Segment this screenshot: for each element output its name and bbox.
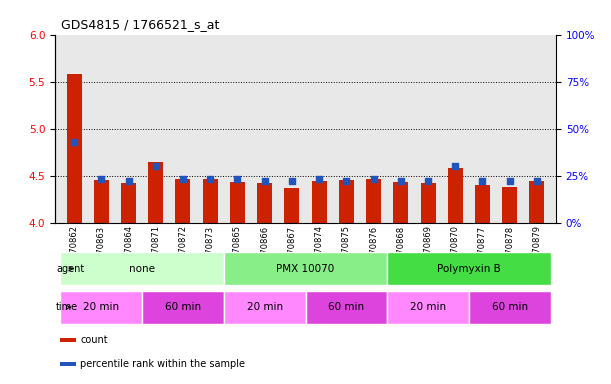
Bar (148, 162, 163, 223)
Bar (224, 252, 387, 285)
Point (178, 176, 188, 182)
Bar (60, 338, 76, 342)
Bar (60, 252, 224, 285)
Bar (121, 183, 136, 223)
Bar (530, 181, 544, 223)
Point (314, 176, 324, 182)
Bar (387, 252, 551, 285)
Bar (224, 291, 306, 324)
Bar (393, 182, 408, 223)
Bar (67, 74, 81, 223)
Text: none: none (129, 264, 155, 274)
Text: GDS4815 / 1766521_s_at: GDS4815 / 1766521_s_at (61, 18, 219, 31)
Text: PMX 10070: PMX 10070 (276, 264, 335, 274)
Text: 20 min: 20 min (83, 302, 119, 312)
Point (342, 178, 351, 184)
Bar (502, 187, 517, 223)
Text: time: time (56, 302, 78, 312)
Point (233, 176, 243, 182)
Text: 20 min: 20 min (247, 302, 283, 312)
Bar (175, 179, 191, 223)
Text: 60 min: 60 min (165, 302, 201, 312)
Bar (339, 180, 354, 223)
Bar (60, 291, 142, 324)
Text: count: count (80, 335, 108, 345)
Point (532, 178, 542, 184)
Bar (469, 291, 551, 324)
Bar (387, 291, 469, 324)
Point (423, 178, 433, 184)
Bar (448, 168, 463, 223)
Point (69, 139, 79, 145)
Text: agent: agent (56, 264, 84, 274)
Text: Polymyxin B: Polymyxin B (437, 264, 501, 274)
Bar (230, 182, 245, 223)
Point (396, 178, 406, 184)
Bar (60, 362, 76, 366)
Text: percentile rank within the sample: percentile rank within the sample (80, 359, 245, 369)
Text: 20 min: 20 min (410, 302, 446, 312)
Bar (284, 188, 299, 223)
Point (505, 178, 514, 184)
Bar (203, 179, 218, 223)
Point (123, 178, 133, 184)
Bar (420, 183, 436, 223)
Bar (366, 179, 381, 223)
Point (478, 178, 488, 184)
Point (205, 176, 215, 182)
Text: 60 min: 60 min (492, 302, 528, 312)
Bar (94, 180, 109, 223)
Point (97, 176, 106, 182)
Point (260, 178, 269, 184)
Text: 60 min: 60 min (328, 302, 364, 312)
Point (450, 163, 460, 169)
Point (287, 178, 297, 184)
Bar (257, 183, 272, 223)
Point (151, 163, 161, 169)
Bar (306, 291, 387, 324)
Bar (142, 291, 224, 324)
Bar (475, 185, 490, 223)
Point (368, 176, 378, 182)
Bar (312, 181, 327, 223)
